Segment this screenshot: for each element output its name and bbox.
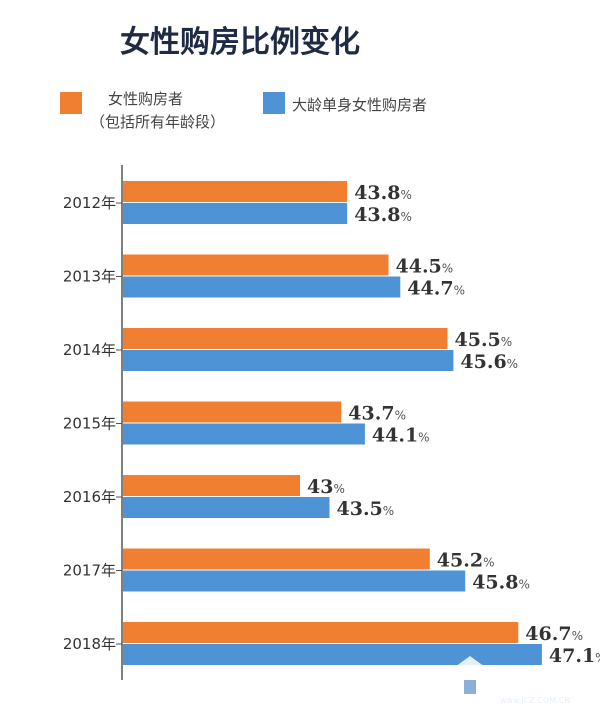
data-label-unit: %	[572, 629, 583, 643]
data-label-series-1: 45.2%	[437, 550, 495, 572]
data-label-unit: %	[518, 578, 529, 592]
category-label: 2018年	[63, 635, 116, 653]
bar-series-2	[123, 644, 542, 665]
data-label-series-1: 46.7%	[525, 623, 583, 645]
legend-swatch-series-2	[263, 92, 285, 114]
data-label-unit: %	[383, 504, 394, 518]
bar-series-2	[123, 276, 401, 298]
data-label-series-1: 43.8%	[354, 182, 412, 204]
legend: 女性购房者 （包括所有年龄段） 大龄单身女性购房者	[60, 90, 427, 131]
legend-label-series-2: 大龄单身女性购房者	[292, 96, 427, 114]
watermark: 系统之家 www.JCZ.COM.CN	[448, 656, 570, 705]
data-label-unit: %	[442, 262, 453, 276]
watermark-url: www.JCZ.COM.CN	[500, 696, 570, 705]
bar-series-2	[123, 423, 365, 445]
data-label-series-2: 44.1%	[372, 425, 430, 447]
data-label-unit: %	[418, 431, 429, 445]
data-label-unit: %	[395, 409, 406, 423]
bar-series-1	[123, 548, 430, 570]
data-label-unit: %	[595, 651, 600, 665]
category-label: 2016年	[63, 488, 116, 506]
house-door-icon	[464, 680, 476, 694]
data-label-series-2: 43.8%	[354, 204, 412, 226]
category-label: 2013年	[63, 268, 116, 286]
bar-series-2	[123, 497, 330, 518]
house-icon	[448, 656, 492, 694]
category-label: 2012年	[63, 194, 116, 212]
data-label-series-2: 45.8%	[472, 572, 530, 594]
legend-sublabel-series-1: （包括所有年龄段）	[90, 113, 225, 131]
data-label-series-2: 47.1%	[549, 645, 600, 667]
plot-area: 2012年 43.8%43.8% 2013年 44.5%44.7% 2014年 45.5%…	[63, 181, 600, 667]
data-label-unit: %	[400, 188, 411, 202]
bar-series-1	[123, 401, 342, 423]
chart-title: 女性购房比例变化	[120, 25, 360, 60]
bar-series-2	[123, 203, 348, 224]
category-label: 2014年	[63, 341, 116, 359]
data-label-series-2: 44.7%	[407, 278, 465, 300]
data-label-series-1: 43.7%	[348, 403, 406, 425]
bar-series-1	[123, 475, 300, 496]
bar-series-1	[123, 254, 389, 276]
category-label: 2017年	[63, 562, 116, 580]
bar-series-2	[123, 570, 466, 592]
category-label: 2015年	[63, 415, 116, 433]
data-label-unit: %	[507, 357, 518, 371]
data-label-unit: %	[501, 335, 512, 349]
bar-series-1	[123, 181, 348, 202]
data-label-series-2: 45.6%	[460, 351, 518, 373]
bar-series-2	[123, 350, 454, 371]
bar-series-1	[123, 328, 448, 349]
data-label-unit: %	[483, 556, 494, 570]
watermark-text: 系统之家	[498, 672, 566, 693]
data-label-series-1: 45.5%	[455, 329, 513, 351]
data-label-unit: %	[333, 482, 344, 496]
data-label-series-1: 43%	[307, 476, 345, 498]
data-label-unit: %	[454, 284, 465, 298]
data-label-series-1: 44.5%	[396, 256, 454, 278]
data-label-unit: %	[400, 210, 411, 224]
legend-swatch-series-1	[60, 92, 82, 114]
legend-label-series-1: 女性购房者	[108, 90, 183, 108]
bar-series-1	[123, 622, 519, 643]
data-label-series-2: 43.5%	[337, 498, 395, 520]
